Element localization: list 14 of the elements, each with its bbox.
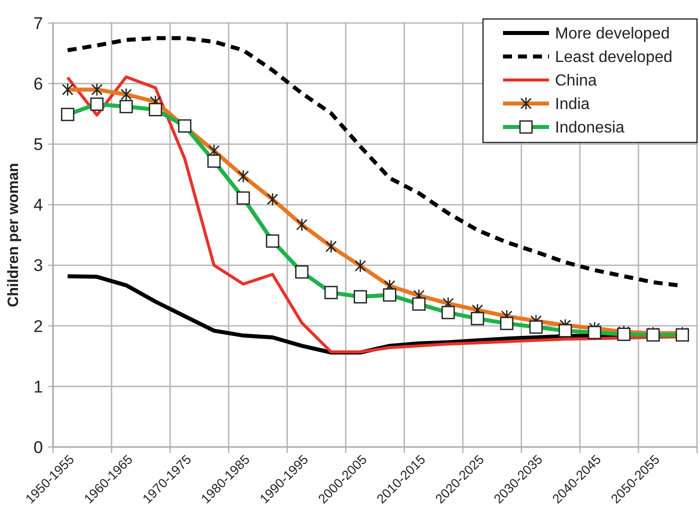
legend-label: Least developed — [555, 49, 672, 66]
y-tick-label: 4 — [34, 196, 43, 215]
legend-label: India — [555, 96, 590, 114]
y-tick-label: 1 — [34, 377, 43, 396]
y-tick-label: 0 — [34, 438, 43, 457]
y-tick-label: 5 — [34, 135, 43, 154]
y-tick-label: 2 — [34, 316, 43, 336]
y-tick-label: 7 — [34, 14, 43, 33]
legend-label: More developed — [555, 26, 670, 43]
y-tick-label: 6 — [34, 74, 43, 94]
y-axis-title: Children per woman — [5, 162, 22, 308]
legend-label: China — [555, 72, 597, 90]
y-tick-label: 3 — [34, 256, 43, 276]
legend-label: Indonesia — [555, 120, 624, 137]
